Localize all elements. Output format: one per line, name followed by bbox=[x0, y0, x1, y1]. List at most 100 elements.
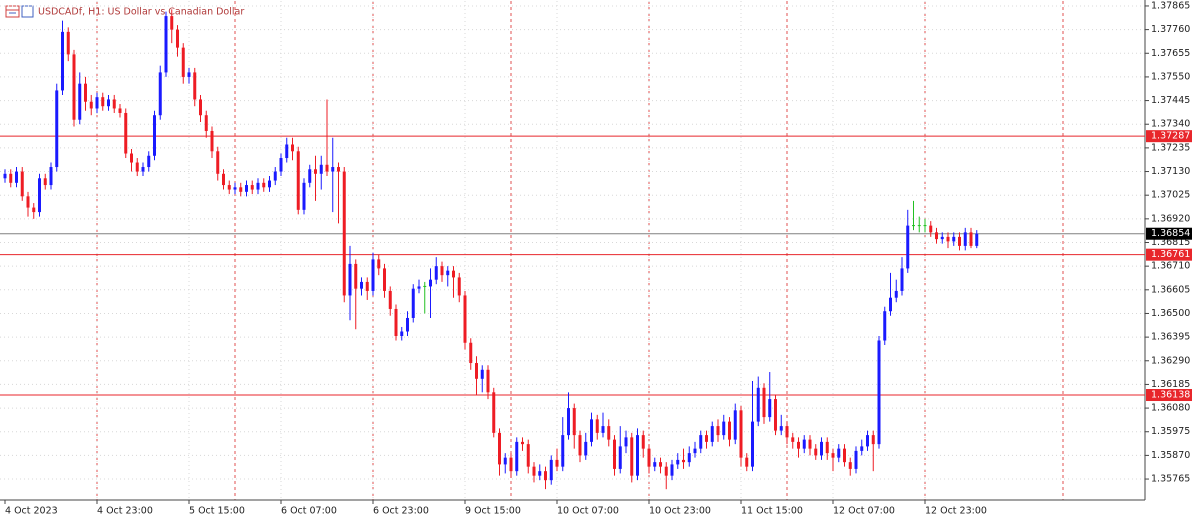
candle-body bbox=[164, 16, 168, 73]
candle-body bbox=[825, 441, 829, 454]
candle-body bbox=[590, 419, 593, 442]
candle-body bbox=[354, 263, 358, 289]
candle-body bbox=[572, 408, 576, 436]
candle-body bbox=[429, 279, 432, 287]
candle-body bbox=[371, 259, 375, 291]
candle-body bbox=[762, 387, 766, 418]
candle-body bbox=[946, 236, 950, 242]
y-tick-label: 1.36395 bbox=[1151, 332, 1190, 343]
candle-body bbox=[112, 99, 116, 109]
candle-body bbox=[935, 232, 938, 240]
candle-body bbox=[866, 435, 869, 447]
y-tick-label: 1.37340 bbox=[1151, 119, 1190, 130]
y-tick-label: 1.35975 bbox=[1151, 426, 1190, 437]
candle-body bbox=[889, 297, 892, 312]
candle-body bbox=[135, 162, 139, 172]
candle-body bbox=[273, 171, 277, 181]
candle-body bbox=[147, 155, 151, 168]
candle-body bbox=[325, 164, 329, 172]
y-tick-label: 1.37445 bbox=[1151, 95, 1190, 106]
level-label-bg bbox=[1146, 389, 1192, 402]
candle-body bbox=[871, 435, 875, 445]
candle-body bbox=[262, 182, 266, 188]
candle-body bbox=[118, 108, 122, 113]
candle-body bbox=[285, 144, 289, 159]
level-label-bg bbox=[1146, 248, 1192, 261]
candle-body bbox=[452, 270, 455, 278]
candle-body bbox=[20, 171, 24, 197]
candle-body bbox=[394, 308, 398, 336]
x-tick-label: 12 Oct 07:00 bbox=[833, 506, 895, 517]
candle-body bbox=[624, 437, 628, 447]
candle-body bbox=[618, 446, 622, 469]
candle-body bbox=[239, 187, 243, 192]
candle-body bbox=[3, 173, 7, 179]
candle-body bbox=[774, 399, 777, 431]
candle-body bbox=[756, 387, 760, 422]
y-tick-label: 1.36920 bbox=[1151, 213, 1190, 224]
candle-body bbox=[32, 207, 36, 213]
candle-body bbox=[883, 311, 887, 341]
candle-body bbox=[710, 426, 714, 442]
candle-body bbox=[348, 263, 352, 296]
level-label: 1.36761 bbox=[1151, 249, 1190, 260]
candle-body bbox=[802, 439, 806, 449]
candle-body bbox=[969, 232, 973, 246]
candle-body bbox=[342, 171, 346, 296]
candle-body bbox=[463, 295, 467, 343]
candle-body bbox=[95, 97, 99, 109]
level-label-bg bbox=[1146, 130, 1192, 143]
candle-body bbox=[417, 286, 421, 289]
candle-body bbox=[204, 115, 208, 131]
candle-body bbox=[532, 466, 536, 476]
candle-body bbox=[15, 171, 18, 183]
candle-body bbox=[785, 426, 789, 438]
candle-body bbox=[440, 266, 444, 276]
candle-body bbox=[268, 180, 271, 188]
candle-body bbox=[492, 392, 496, 433]
y-tick-label: 1.36710 bbox=[1151, 261, 1190, 272]
candle-body bbox=[682, 459, 685, 463]
candle-body bbox=[411, 288, 415, 318]
x-tick-label: 10 Oct 23:00 bbox=[649, 506, 711, 517]
candle-body bbox=[446, 270, 450, 276]
candle-body bbox=[365, 281, 369, 291]
candle-body bbox=[687, 453, 691, 463]
y-tick-label: 1.36500 bbox=[1151, 308, 1190, 319]
candle-body bbox=[480, 369, 484, 379]
candle-body bbox=[26, 196, 30, 208]
y-tick-label: 1.35870 bbox=[1151, 450, 1190, 461]
candle-body bbox=[664, 466, 668, 476]
y-tick-label: 1.37025 bbox=[1151, 190, 1190, 201]
candle-body bbox=[848, 462, 852, 469]
candle-body bbox=[567, 408, 570, 436]
candle-body bbox=[222, 173, 225, 186]
candle-body bbox=[521, 441, 524, 445]
chart-icon bbox=[5, 5, 34, 18]
candle-body bbox=[279, 158, 283, 172]
chart-title: USDCADf, H1: US Dollar vs Canadian Dolla… bbox=[38, 7, 244, 18]
candle-body bbox=[388, 290, 392, 309]
candle-body bbox=[641, 435, 645, 449]
candle-body bbox=[72, 54, 76, 120]
candle-body bbox=[153, 115, 156, 156]
candle-body bbox=[549, 459, 553, 481]
candle-body bbox=[469, 342, 473, 364]
candle-body bbox=[705, 435, 708, 442]
y-tick-label: 1.37550 bbox=[1151, 71, 1190, 82]
candle-body bbox=[9, 173, 13, 183]
candle-body bbox=[515, 441, 519, 472]
candle-body bbox=[630, 437, 634, 476]
candle-body bbox=[526, 444, 530, 467]
candle-body bbox=[337, 167, 340, 172]
x-tick-label: 6 Oct 23:00 bbox=[373, 506, 429, 517]
candle-body bbox=[733, 410, 737, 440]
candle-body bbox=[843, 448, 846, 463]
y-tick-label: 1.37130 bbox=[1151, 166, 1190, 177]
y-tick-label: 1.37655 bbox=[1151, 48, 1190, 59]
x-tick-label: 6 Oct 07:00 bbox=[281, 506, 337, 517]
candle-body bbox=[814, 448, 818, 456]
candle-body bbox=[831, 453, 835, 458]
candle-body bbox=[331, 167, 335, 172]
